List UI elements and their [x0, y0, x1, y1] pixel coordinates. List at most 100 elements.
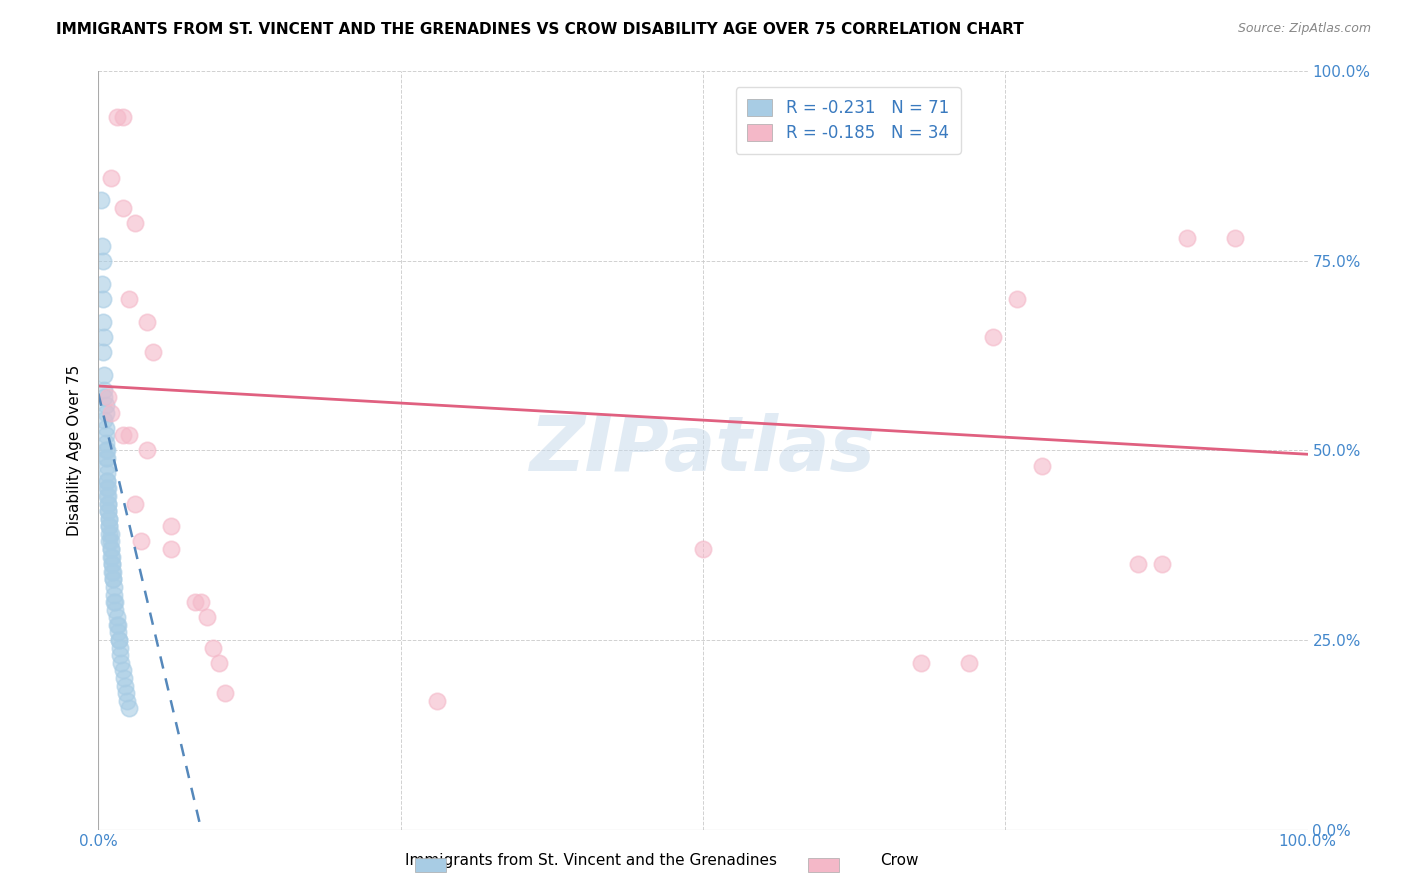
Point — [94, 451, 117, 466]
Point — [1175, 231, 1198, 245]
Point — [103, 595, 125, 609]
Point — [160, 542, 183, 557]
Point — [114, 678, 136, 692]
Point — [100, 557, 122, 572]
Point — [118, 292, 141, 306]
Point — [91, 238, 114, 253]
Point — [96, 474, 118, 488]
Point — [91, 277, 114, 291]
Point — [94, 428, 117, 442]
Point — [94, 436, 117, 450]
Point — [100, 542, 122, 557]
Point — [93, 391, 115, 405]
Point — [100, 557, 122, 572]
Point — [981, 330, 1004, 344]
Point — [135, 443, 157, 458]
Point — [104, 595, 127, 609]
Point — [108, 633, 131, 648]
Point — [98, 534, 121, 549]
Point — [97, 504, 120, 518]
Text: Crow: Crow — [880, 853, 920, 868]
Point — [111, 428, 134, 442]
Point — [91, 314, 114, 328]
Point — [91, 292, 114, 306]
Point — [426, 694, 449, 708]
Point — [100, 542, 122, 557]
Point — [94, 443, 117, 458]
Point — [108, 640, 131, 655]
Point — [1031, 458, 1053, 473]
Point — [90, 194, 112, 208]
Point — [1007, 292, 1029, 306]
Point — [98, 526, 121, 541]
Point — [202, 640, 225, 655]
Point — [96, 489, 118, 503]
Point — [142, 344, 165, 359]
Point — [111, 110, 134, 124]
Point — [108, 648, 131, 662]
Point — [105, 617, 128, 632]
Point — [96, 451, 118, 466]
Point — [96, 458, 118, 473]
Y-axis label: Disability Age Over 75: Disability Age Over 75 — [67, 365, 83, 536]
Point — [124, 216, 146, 230]
Point — [100, 170, 122, 185]
Point — [93, 413, 115, 427]
Point — [94, 398, 117, 412]
Point — [208, 656, 231, 670]
Point — [100, 405, 122, 420]
Point — [97, 391, 120, 405]
Point — [98, 512, 121, 526]
Point — [103, 580, 125, 594]
Point — [1152, 557, 1174, 572]
Point — [98, 519, 121, 533]
Point — [184, 595, 207, 609]
Point — [93, 368, 115, 382]
Point — [1128, 557, 1150, 572]
Point — [98, 519, 121, 533]
Point — [96, 482, 118, 496]
Point — [107, 617, 129, 632]
Point — [107, 625, 129, 640]
Point — [135, 314, 157, 328]
Point — [124, 496, 146, 510]
Point — [105, 610, 128, 624]
Point — [94, 405, 117, 420]
Point — [129, 534, 152, 549]
Point — [111, 664, 134, 678]
Point — [112, 671, 135, 685]
Point — [94, 421, 117, 435]
Point — [100, 549, 122, 564]
Point — [91, 344, 114, 359]
Point — [195, 610, 218, 624]
Point — [96, 474, 118, 488]
Point — [100, 549, 122, 564]
Point — [97, 504, 120, 518]
Point — [100, 526, 122, 541]
Point — [98, 512, 121, 526]
Point — [118, 701, 141, 715]
Point — [692, 542, 714, 557]
Text: ZIPatlas: ZIPatlas — [530, 414, 876, 487]
Legend: R = -0.231   N = 71, R = -0.185   N = 34: R = -0.231 N = 71, R = -0.185 N = 34 — [735, 87, 960, 153]
Point — [93, 383, 115, 397]
Point — [97, 489, 120, 503]
Point — [101, 573, 124, 587]
Point — [97, 482, 120, 496]
Point — [910, 656, 932, 670]
Point — [101, 573, 124, 587]
Point — [111, 201, 134, 215]
Point — [100, 534, 122, 549]
Point — [96, 443, 118, 458]
Point — [957, 656, 980, 670]
Point — [190, 595, 212, 609]
Point — [1223, 231, 1246, 245]
Point — [103, 588, 125, 602]
Point — [96, 467, 118, 481]
Point — [101, 565, 124, 579]
Point — [97, 496, 120, 510]
Point — [108, 633, 131, 648]
Point — [214, 686, 236, 700]
Text: IMMIGRANTS FROM ST. VINCENT AND THE GRENADINES VS CROW DISABILITY AGE OVER 75 CO: IMMIGRANTS FROM ST. VINCENT AND THE GREN… — [56, 22, 1024, 37]
Point — [118, 428, 141, 442]
